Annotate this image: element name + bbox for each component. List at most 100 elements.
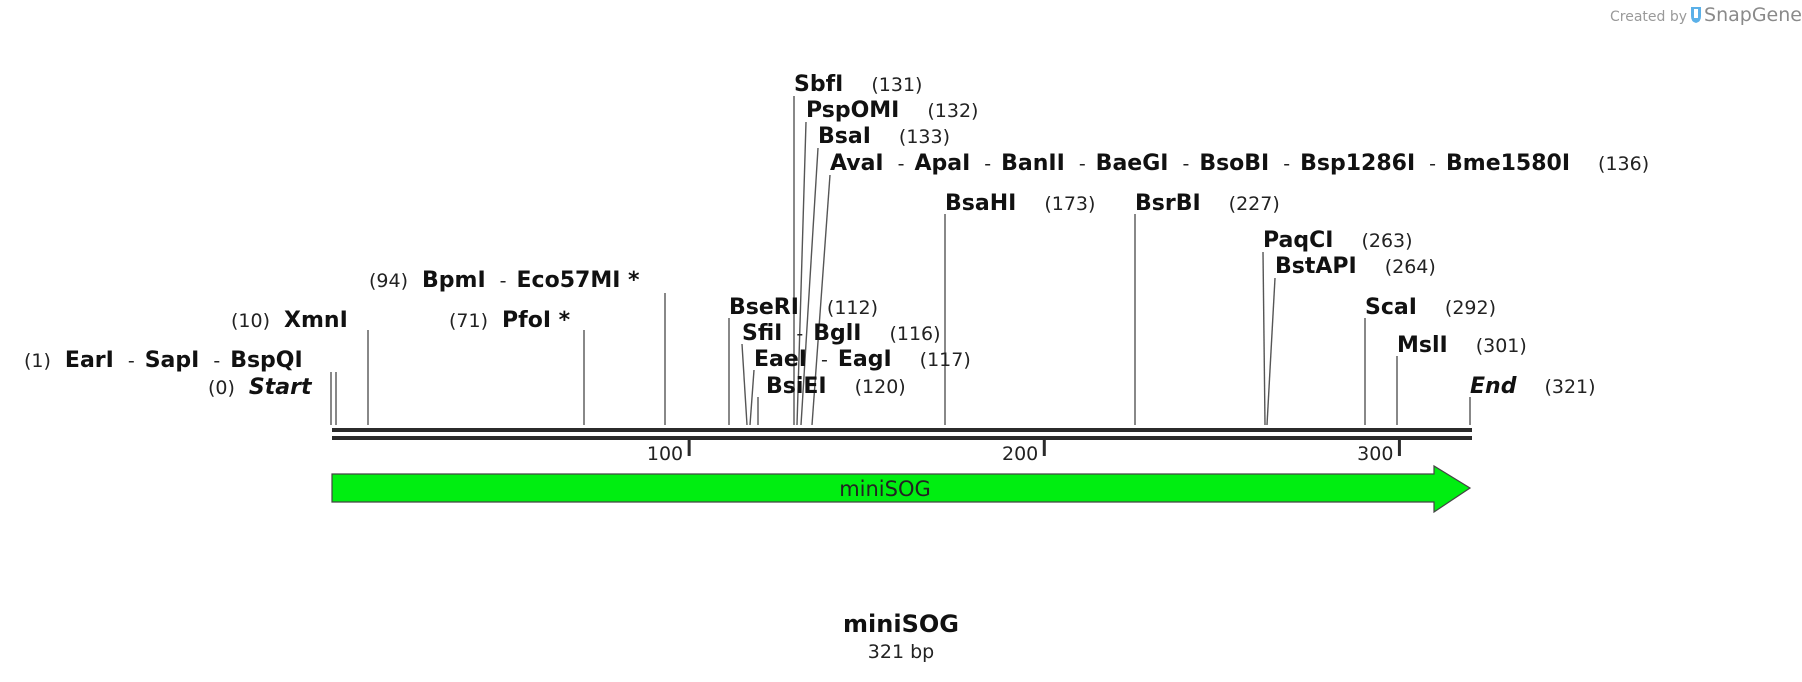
cut-site[interactable]: PspOMI (132) — [806, 98, 978, 123]
enzyme-name[interactable]: BsaHI — [945, 191, 1016, 216]
cut-site-position: (132) — [927, 100, 978, 122]
enzyme-separator: - — [213, 350, 220, 372]
enzyme-name[interactable]: BanII — [1001, 151, 1065, 176]
enzyme-name[interactable]: BseRI — [729, 295, 799, 320]
cut-site[interactable]: MslI (301) — [1397, 333, 1527, 358]
cut-site-leader — [800, 147, 819, 426]
enzyme-name[interactable]: AvaI — [830, 151, 884, 176]
cut-site-position: (112) — [827, 297, 878, 319]
cut-site[interactable]: BstAPI (264) — [1275, 254, 1436, 279]
cut-site-leader — [811, 174, 831, 426]
cut-site-position: (133) — [899, 126, 950, 148]
cut-site[interactable]: BsiEI (120) — [766, 374, 906, 399]
dna-backbone — [332, 428, 1472, 440]
ruler-tick: 300 — [1357, 440, 1401, 465]
cut-site[interactable]: BsaI (133) — [818, 124, 950, 149]
cut-site[interactable]: (71) PfoI * — [449, 308, 571, 333]
enzyme-separator: - — [1079, 153, 1086, 175]
feature-label: miniSOG — [839, 477, 931, 501]
cut-site[interactable]: BsrBI (227) — [1135, 191, 1280, 216]
enzyme-name[interactable]: ApaI — [914, 151, 970, 176]
enzyme-name[interactable]: SapI — [145, 348, 200, 373]
enzyme-separator: - — [128, 350, 135, 372]
enzyme-name[interactable]: MslI — [1397, 333, 1448, 358]
enzyme-separator: - — [1182, 153, 1189, 175]
cut-site[interactable]: AvaI - ApaI - BanII - BaeGI - BsoBI - Bsp1286I - Bme… — [830, 151, 1649, 176]
cut-site-position: (136) — [1598, 153, 1649, 175]
cut-site-leader — [749, 369, 755, 426]
enzyme-name[interactable]: SfiI — [742, 321, 782, 346]
cut-site[interactable]: (0) Start — [208, 375, 313, 400]
enzyme-separator: - — [500, 270, 507, 292]
snapgene-credit: Created by SnapGene — [1610, 4, 1802, 28]
cut-site-position: (120) — [855, 376, 906, 398]
enzyme-name[interactable]: PfoI * — [502, 308, 571, 333]
cut-site-position: (173) — [1044, 193, 1095, 215]
enzyme-name[interactable]: PspOMI — [806, 98, 899, 123]
cut-site-position: (301) — [1476, 335, 1527, 357]
enzyme-name[interactable]: BglI — [813, 321, 861, 346]
cut-site[interactable]: (94) BpmI - Eco57MI * — [369, 268, 640, 293]
cut-site-position: (264) — [1385, 256, 1436, 278]
cut-site-position: (292) — [1445, 297, 1496, 319]
cut-site-position: (117) — [920, 349, 971, 371]
enzyme-name[interactable]: BsoBI — [1199, 151, 1269, 176]
feature-arrow[interactable]: miniSOG — [331, 464, 1472, 514]
sequence-name: miniSOG — [843, 610, 959, 638]
cut-site-position: (94) — [369, 270, 408, 292]
enzyme-name[interactable]: End — [1470, 374, 1517, 399]
ruler-tick-label: 100 — [647, 443, 683, 465]
enzyme-name[interactable]: BsiEI — [766, 374, 827, 399]
ruler: 100 200 300 — [647, 440, 1401, 465]
ruler-tick: 200 — [1002, 440, 1046, 465]
cut-site-position: (321) — [1544, 376, 1595, 398]
enzyme-name[interactable]: EagI — [838, 347, 892, 372]
cut-site-position: (227) — [1229, 193, 1280, 215]
cut-site[interactable]: EaeI - EagI (117) — [754, 347, 971, 372]
sequence-length: 321 bp — [868, 641, 934, 663]
cut-site[interactable]: PaqCI (263) — [1263, 228, 1413, 253]
cut-site-leader — [1266, 277, 1276, 426]
cut-site[interactable]: End (321) — [1470, 374, 1596, 399]
ruler-tick-label: 300 — [1357, 443, 1393, 465]
cut-site[interactable]: BseRI (112) — [729, 295, 878, 320]
cut-site[interactable]: ScaI (292) — [1365, 295, 1496, 320]
cut-site[interactable]: (1) EarI - SapI - BspQI — [24, 348, 303, 373]
enzyme-name[interactable]: BaeGI — [1096, 151, 1169, 176]
enzyme-name[interactable]: BspQI — [230, 348, 303, 373]
cut-site[interactable]: BsaHI (173) — [945, 191, 1095, 216]
enzyme-name[interactable]: ScaI — [1365, 295, 1417, 320]
enzyme-name[interactable]: BpmI — [422, 268, 486, 293]
enzyme-name[interactable]: BsrBI — [1135, 191, 1201, 216]
cut-site[interactable]: SbfI (131) — [794, 72, 922, 97]
cut-site-position: (263) — [1361, 230, 1412, 252]
enzyme-name[interactable]: PaqCI — [1263, 228, 1333, 253]
ruler-tick: 100 — [647, 440, 691, 465]
cut-site-position: (71) — [449, 310, 488, 332]
cut-site[interactable]: (10) XmnI — [231, 308, 348, 333]
ruler-tick-label: 200 — [1002, 443, 1038, 465]
enzyme-separator: - — [821, 349, 828, 371]
cut-site-position: (131) — [871, 74, 922, 96]
enzyme-name[interactable]: BsaI — [818, 124, 871, 149]
cut-site[interactable]: SfiI - BglI (116) — [742, 321, 941, 346]
cut-site-leader — [741, 343, 748, 426]
cut-site-position: (116) — [889, 323, 940, 345]
enzyme-name[interactable]: SbfI — [794, 72, 843, 97]
enzyme-separator: - — [898, 153, 905, 175]
cut-site-position: (1) — [24, 350, 51, 372]
enzyme-name[interactable]: Eco57MI * — [517, 268, 641, 293]
enzyme-name[interactable]: Bsp1286I — [1300, 151, 1415, 176]
enzyme-name[interactable]: Start — [249, 375, 313, 400]
enzyme-separator: - — [984, 153, 991, 175]
credit-brand: SnapGene — [1704, 4, 1802, 26]
enzyme-name[interactable]: EaeI — [754, 347, 807, 372]
enzyme-name[interactable]: EarI — [65, 348, 114, 373]
enzyme-name[interactable]: BstAPI — [1275, 254, 1357, 279]
cut-site-labels: (0) Start(1) EarI - SapI - BspQI(10) XmnI (71) Pf… — [24, 72, 1649, 400]
cut-site-position: (10) — [231, 310, 270, 332]
enzyme-name[interactable]: XmnI — [284, 308, 348, 333]
cut-site-leader — [796, 121, 807, 426]
enzyme-name[interactable]: Bme1580I — [1446, 151, 1570, 176]
